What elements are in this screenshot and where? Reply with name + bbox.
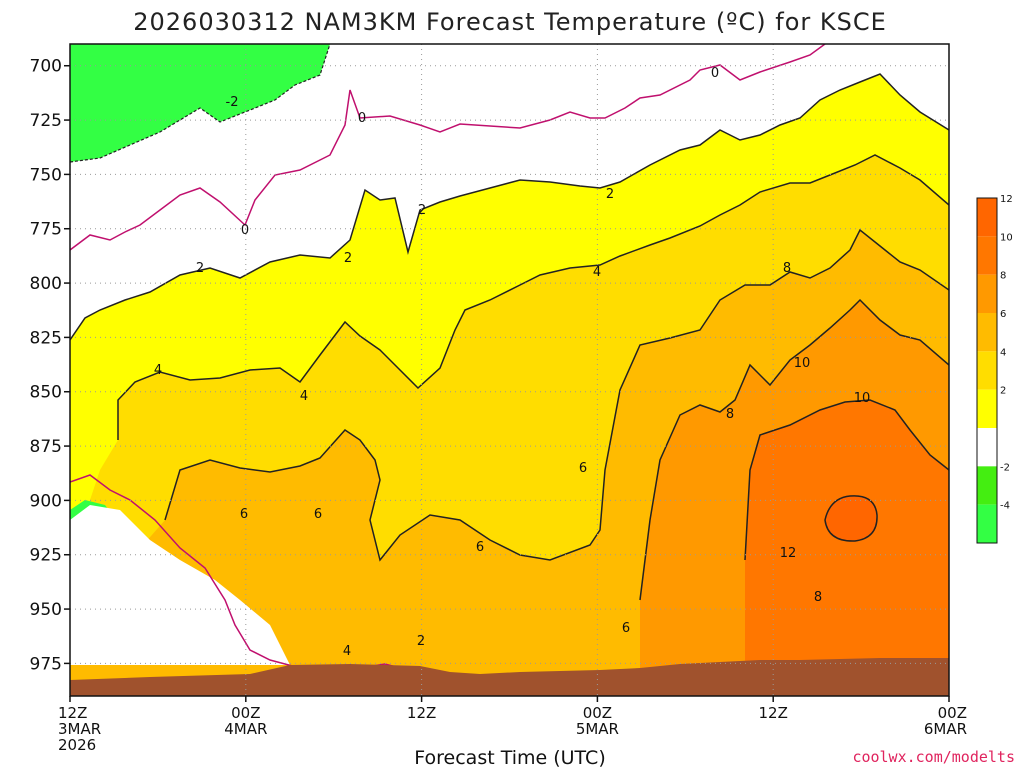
colorbar-tick-label: 12 [1000,194,1013,205]
band-10-12 [745,400,949,696]
colorbar-tick-label: 6 [1000,309,1006,320]
x-tick-label: 00Z [938,704,967,722]
colorbar-bin [977,236,997,275]
x-axis-label: Forecast Time (UTC) [414,747,605,768]
contour-label: 4 [300,389,308,404]
x-tick-label: 4MAR [224,720,267,738]
contour-6c [164,228,949,562]
plot-area [70,44,949,696]
y-tick-label: 950 [30,600,62,620]
plot-frame [69,43,950,697]
y-tick-label: 825 [30,328,62,348]
colorbar-bin [977,351,997,390]
x-tick-label: 00Z [583,704,612,722]
contour-4c [117,154,949,440]
colorbar-tick-label: 2 [1000,386,1006,397]
colorbar-bin [977,274,997,313]
x-tick-label: 00Z [231,704,260,722]
y-tick-label: 900 [30,491,62,511]
y-tick-label: 775 [30,220,62,240]
x-tick-label: 6MAR [924,720,967,738]
x-tick-label: 12Z [759,704,788,722]
contour-label: -2 [226,95,239,110]
contour-label: 0 [711,66,719,81]
contour-label: 8 [726,407,734,422]
contour-label: 12 [780,546,797,561]
y-tick-label: 700 [30,57,62,77]
x-tick-label: 12Z [58,704,87,722]
contour-label: 6 [476,540,484,555]
colorbar-bin [977,198,997,237]
contour-label: 2 [418,203,426,218]
contour-label: 4 [154,363,162,378]
credit-text[interactable]: coolwx.com/modelts [852,748,1015,766]
contour-label: 4 [343,644,351,659]
contour-0c [70,44,826,251]
y-tick-label: 750 [30,165,62,185]
contour-12c [824,495,878,542]
y-tick-label: 725 [30,111,62,131]
y-tick-label: 975 [30,654,62,674]
contour-10c [744,399,949,561]
contour-label: 8 [814,590,822,605]
contour-label: 8 [783,261,791,276]
contour-label: 6 [314,507,322,522]
contour-label: 2 [606,187,614,202]
y-axis: 700 725 750 775 800 825 850 875 900 925 950 975 [30,57,70,674]
contour-label: 6 [240,507,248,522]
colorbar-bin [977,389,997,428]
band-12-14 [825,495,878,542]
colorbar-bin [977,428,997,467]
contour-label: 0 [241,223,249,238]
y-tick-label: 850 [30,383,62,403]
colorbar-bin [977,504,997,543]
contour-label: 2 [344,251,352,266]
contour-label: 6 [622,621,630,636]
y-tick-label: 800 [30,274,62,294]
x-tick-label: 2026 [58,736,96,754]
y-tick-label: 875 [30,437,62,457]
x-tick-label: 12Z [407,704,436,722]
contour-8c [639,298,949,601]
contour-label: 10 [854,391,871,406]
colorbar-bin [977,466,997,505]
colorbar-tick-label: 8 [1000,271,1006,282]
colorbar: -4 -2 2 4 6 8 10 12 [976,194,1013,544]
contour-label: 4 [593,265,601,280]
contour-label: 0 [358,111,366,126]
colorbar-tick-label: 10 [1000,232,1013,243]
chart-title: 2026030312 NAM3KM Forecast Temperature (… [133,8,887,36]
colorbar-frame [976,197,998,544]
contour-label: 2 [196,261,204,276]
y-tick-label: 925 [30,546,62,566]
colorbar-tick-label: -2 [1000,462,1010,473]
contour-label: 10 [794,356,811,371]
band-cold-upper-left [70,44,330,162]
grid-lines [70,44,949,696]
contour-labels: -2 0 0 0 2 2 2 2 2 4 4 4 4 6 6 6 6 6 8 8 8 10 10 12 [154,66,870,659]
contour-minus2c [70,44,331,163]
contour-2c [70,73,949,341]
colorbar-bin [977,313,997,352]
x-tick-label: 5MAR [576,720,619,738]
contour-label: 2 [417,634,425,649]
terrain [70,658,949,696]
colorbar-tick-label: -4 [1000,501,1010,512]
contour-label: 6 [579,461,587,476]
colorbar-tick-label: 4 [1000,347,1006,358]
x-tick-label: 3MAR [58,720,101,738]
